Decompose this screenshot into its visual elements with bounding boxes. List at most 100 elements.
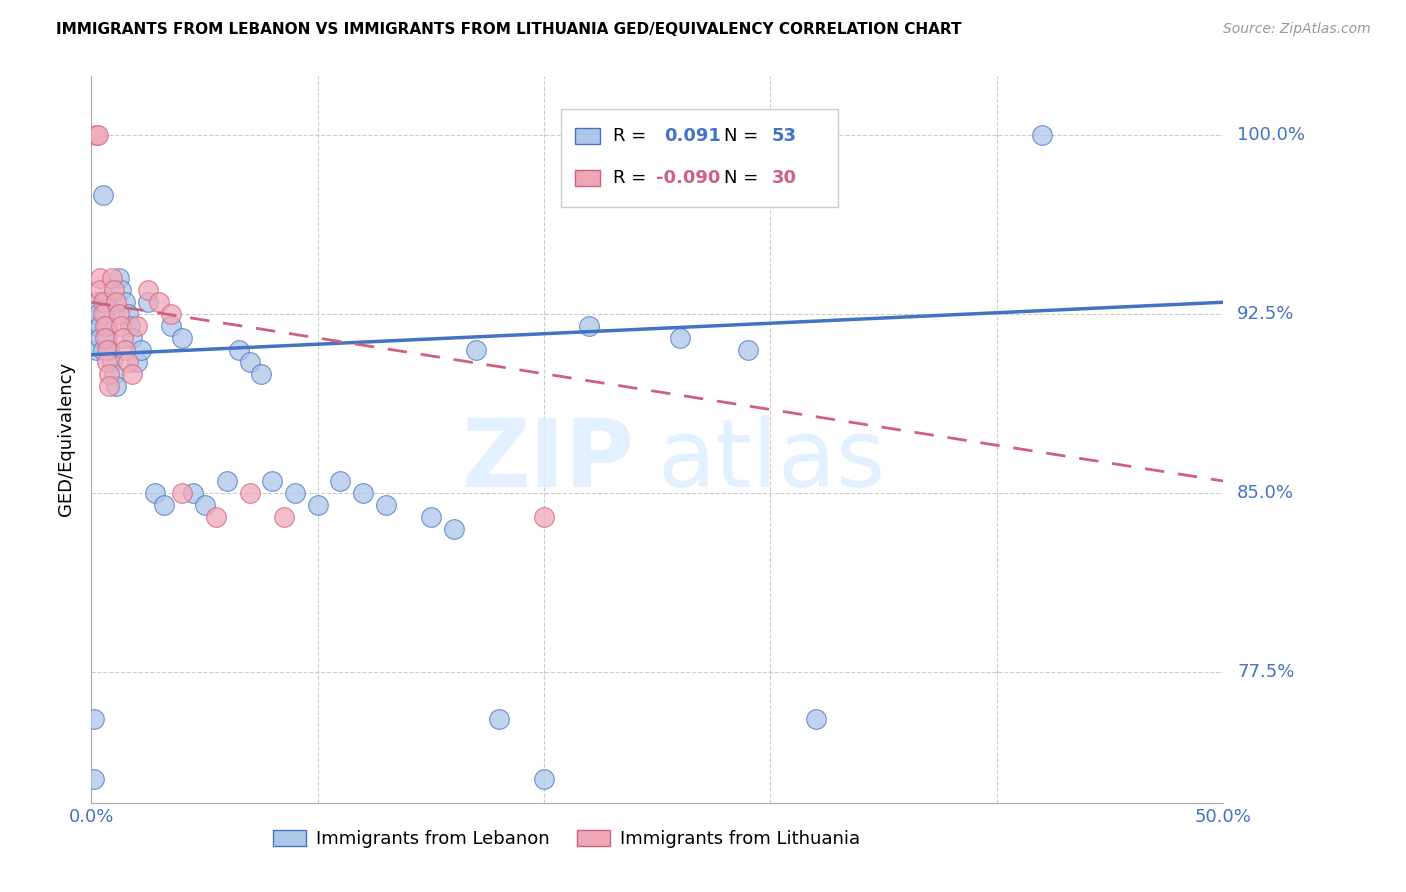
Point (117, 307, 139, 321)
Point (105, 378, 128, 392)
Point (84, 319, 107, 334)
Point (125, 319, 148, 334)
Point (159, 319, 181, 334)
Point (83, 772, 105, 786)
Point (153, 498, 176, 512)
Text: N =: N = (724, 128, 758, 145)
Point (159, 307, 181, 321)
Text: 77.5%: 77.5% (1237, 663, 1295, 681)
Point (228, 343, 250, 357)
Text: IMMIGRANTS FROM LEBANON VS IMMIGRANTS FROM LITHUANIA GED/EQUIVALENCY CORRELATION: IMMIGRANTS FROM LEBANON VS IMMIGRANTS FR… (56, 22, 962, 37)
Point (136, 295, 159, 310)
Point (94, 331, 117, 345)
Point (114, 343, 136, 357)
Point (578, 319, 600, 334)
Point (114, 295, 136, 310)
FancyBboxPatch shape (575, 128, 599, 145)
Point (329, 474, 352, 488)
Point (96, 319, 118, 334)
Point (91, 343, 114, 357)
Point (89, 331, 111, 345)
Text: N =: N = (724, 169, 758, 186)
Point (94, 307, 117, 321)
Point (170, 486, 193, 500)
Text: R =: R = (613, 169, 647, 186)
Point (100, 355, 122, 369)
Point (96, 331, 118, 345)
Point (250, 367, 273, 381)
Text: 0.091: 0.091 (664, 128, 721, 145)
FancyBboxPatch shape (575, 169, 599, 186)
Point (193, 498, 217, 512)
Text: 53: 53 (772, 128, 797, 145)
Y-axis label: GED/Equivalency: GED/Equivalency (58, 362, 76, 516)
Text: Source: ZipAtlas.com: Source: ZipAtlas.com (1223, 22, 1371, 37)
Point (87, 295, 110, 310)
Point (107, 307, 129, 321)
Point (352, 486, 374, 500)
Point (87, 128, 110, 143)
Point (143, 486, 166, 500)
Point (91, 295, 114, 310)
Point (105, 295, 128, 310)
Point (103, 367, 125, 381)
Point (136, 283, 159, 297)
Point (84, 343, 107, 357)
FancyBboxPatch shape (561, 109, 838, 207)
Point (262, 474, 284, 488)
Point (83, 712, 105, 726)
Point (103, 283, 125, 297)
Point (273, 509, 295, 524)
Text: R =: R = (613, 128, 647, 145)
Point (125, 355, 148, 369)
Point (374, 498, 396, 512)
Point (89, 319, 111, 334)
Point (100, 271, 122, 285)
Point (91, 307, 114, 321)
Point (91, 188, 114, 202)
Point (84, 128, 107, 143)
Point (94, 319, 117, 334)
Point (112, 331, 135, 345)
Text: 30: 30 (772, 169, 797, 186)
Point (98, 343, 121, 357)
Point (107, 271, 129, 285)
Point (94, 295, 117, 310)
Point (284, 486, 307, 500)
Point (533, 772, 555, 786)
Point (737, 343, 759, 357)
Text: 100.0%: 100.0% (1237, 127, 1305, 145)
Point (89, 271, 111, 285)
Point (98, 378, 121, 392)
Point (121, 331, 143, 345)
Point (148, 295, 170, 310)
Point (89, 283, 111, 297)
Point (239, 355, 262, 369)
Point (804, 712, 827, 726)
Point (443, 522, 465, 536)
Point (98, 367, 121, 381)
Point (181, 486, 204, 500)
Point (217, 474, 239, 488)
Point (465, 343, 488, 357)
Text: 85.0%: 85.0% (1237, 484, 1294, 502)
Point (117, 355, 139, 369)
Point (110, 319, 132, 334)
Point (307, 498, 329, 512)
Point (96, 355, 118, 369)
Text: atlas: atlas (657, 415, 886, 508)
Point (205, 509, 228, 524)
Point (110, 283, 132, 297)
Point (1031, 128, 1053, 143)
Point (488, 712, 510, 726)
Point (118, 319, 141, 334)
Point (239, 486, 262, 500)
Point (129, 343, 152, 357)
Point (419, 509, 441, 524)
Text: ZIP: ZIP (461, 415, 634, 508)
Legend: Immigrants from Lebanon, Immigrants from Lithuania: Immigrants from Lebanon, Immigrants from… (266, 822, 868, 855)
Point (533, 509, 555, 524)
Point (121, 367, 143, 381)
Point (96, 343, 118, 357)
Point (87, 307, 110, 321)
